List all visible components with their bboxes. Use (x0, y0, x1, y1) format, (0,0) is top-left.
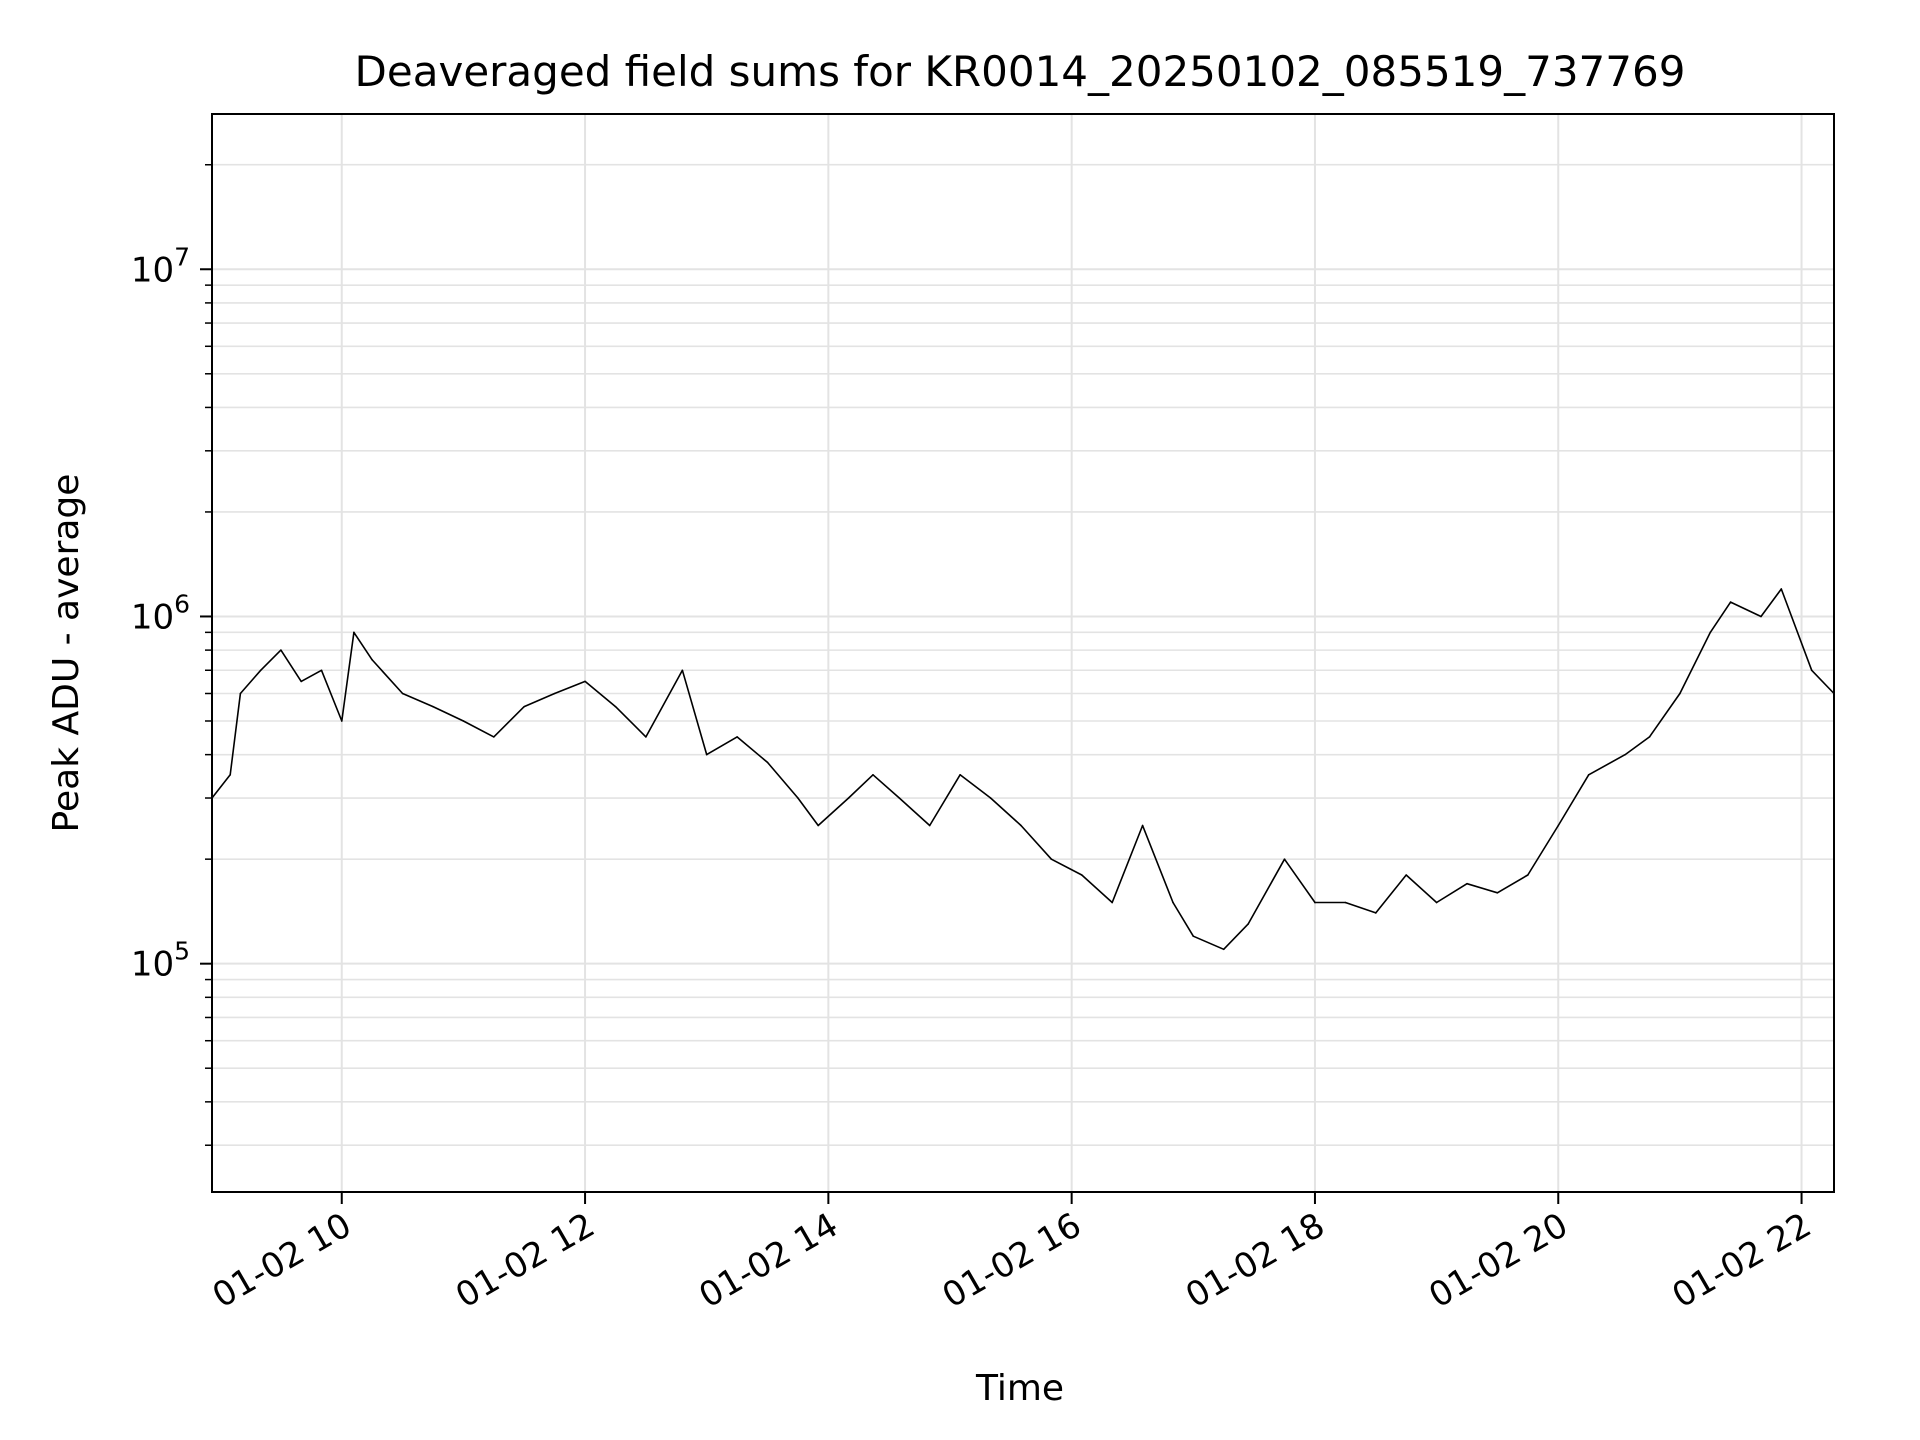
data-point (432, 705, 434, 708)
data-point (1405, 874, 1407, 876)
data-point (239, 692, 242, 695)
y-tick-label: 105 (131, 937, 190, 985)
y-axis: 105 106 107 (131, 163, 212, 1146)
data-point (959, 773, 961, 776)
data-point (898, 797, 901, 799)
data-point (1527, 874, 1529, 876)
data-point (989, 797, 992, 799)
data-point (300, 680, 303, 683)
data-point (340, 720, 343, 722)
series-group (211, 588, 1835, 951)
data-point (736, 736, 738, 738)
data-point (847, 797, 850, 799)
grid (212, 114, 1834, 1192)
data-point (1344, 901, 1347, 904)
data-point (1760, 615, 1762, 618)
data-point (614, 705, 617, 708)
data-point (766, 761, 769, 764)
data-point (1374, 912, 1377, 914)
data-point (1810, 669, 1813, 672)
data-point (462, 720, 465, 722)
y-tick-label: 107 (131, 242, 190, 290)
data-point (705, 753, 708, 756)
data-point (553, 692, 556, 695)
data-point (1247, 923, 1249, 925)
data-point (1709, 631, 1712, 634)
data-point (1192, 935, 1195, 937)
data-point (1679, 692, 1681, 695)
plot-frame (211, 113, 1835, 1193)
data-point (320, 669, 323, 672)
data-point (1729, 601, 1732, 603)
data-point (1624, 753, 1626, 756)
data-point (928, 824, 931, 827)
series-line (211, 588, 1835, 951)
data-point (1283, 858, 1286, 860)
data-point (1141, 824, 1144, 827)
y-axis-label: Peak ADU - average (46, 474, 87, 833)
data-point (1172, 901, 1174, 904)
data-point (1557, 824, 1560, 827)
data-point (1222, 948, 1225, 951)
data-point (280, 649, 282, 651)
data-point (645, 736, 647, 738)
data-point (1080, 874, 1083, 876)
data-point (817, 824, 820, 827)
data-point (353, 631, 355, 634)
data-point (229, 773, 232, 776)
data-point (1050, 858, 1053, 860)
data-point (401, 692, 404, 695)
data-point (1466, 882, 1468, 885)
data-point (1587, 773, 1590, 776)
data-point (1314, 901, 1316, 904)
data-point (1496, 892, 1499, 894)
data-point (584, 680, 586, 683)
data-point (1020, 824, 1022, 827)
data-point (797, 797, 799, 799)
data-point (872, 773, 874, 776)
data-point (681, 669, 684, 672)
y-tick-label: 106 (131, 589, 190, 637)
data-point (523, 705, 526, 708)
chart-title: Deaveraged field sums for KR0014_2025010… (355, 47, 1686, 96)
data-point (493, 736, 495, 738)
x-axis-label: Time (975, 1368, 1064, 1409)
data-point (1111, 901, 1114, 904)
data-point (1648, 736, 1651, 738)
data-point (259, 669, 262, 672)
data-point (1780, 588, 1783, 590)
data-point (1435, 901, 1438, 904)
data-point (371, 659, 373, 661)
